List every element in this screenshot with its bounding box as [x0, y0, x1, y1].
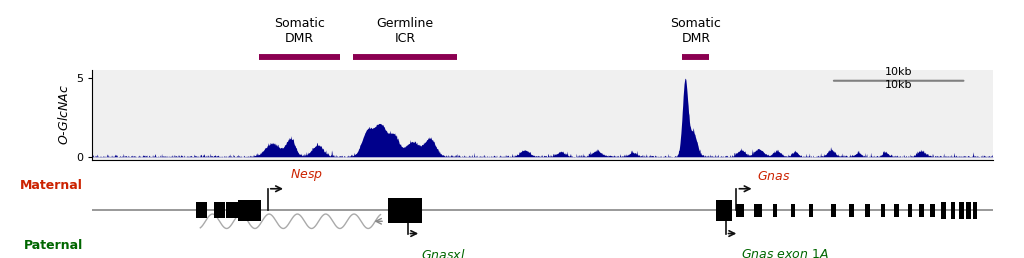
- Bar: [973, 202, 977, 219]
- Text: ICR: ICR: [394, 32, 416, 45]
- Text: Maternal: Maternal: [20, 179, 83, 192]
- Bar: [941, 202, 945, 219]
- Bar: [930, 204, 935, 217]
- Bar: [791, 204, 795, 217]
- Bar: [239, 200, 261, 221]
- Text: $\it{Gnasxl}$: $\it{Gnasxl}$: [421, 248, 466, 258]
- Bar: [959, 202, 964, 219]
- Bar: [716, 200, 732, 221]
- Bar: [920, 204, 924, 217]
- Bar: [881, 204, 885, 217]
- Text: Somatic: Somatic: [274, 17, 325, 30]
- Bar: [907, 204, 912, 217]
- Text: $\it{Gnas}$ $\it{exon}$ $\it{1A}$: $\it{Gnas}$ $\it{exon}$ $\it{1A}$: [741, 248, 829, 258]
- Bar: [225, 203, 237, 218]
- Bar: [196, 203, 207, 218]
- Bar: [849, 204, 854, 217]
- Bar: [736, 204, 743, 217]
- Bar: [967, 202, 971, 219]
- Text: 10kb: 10kb: [885, 80, 912, 90]
- Y-axis label: $\it{O}$-GlcNAc: $\it{O}$-GlcNAc: [56, 84, 71, 145]
- Text: Paternal: Paternal: [24, 239, 83, 252]
- Bar: [865, 204, 869, 217]
- Bar: [388, 198, 422, 223]
- Text: Germline: Germline: [377, 17, 434, 30]
- Text: DMR: DMR: [285, 32, 314, 45]
- Bar: [234, 203, 246, 218]
- Text: DMR: DMR: [681, 32, 711, 45]
- Bar: [894, 204, 899, 217]
- Bar: [809, 204, 813, 217]
- Bar: [951, 202, 955, 219]
- Bar: [214, 203, 224, 218]
- Bar: [719, 204, 726, 217]
- Bar: [755, 204, 762, 217]
- Text: 10kb: 10kb: [885, 67, 912, 77]
- Bar: [831, 204, 836, 217]
- Text: $\it{Gnas}$: $\it{Gnas}$: [757, 170, 791, 183]
- Text: Somatic: Somatic: [671, 17, 721, 30]
- Text: $\it{Nesp}$: $\it{Nesp}$: [291, 167, 324, 183]
- Bar: [772, 204, 777, 217]
